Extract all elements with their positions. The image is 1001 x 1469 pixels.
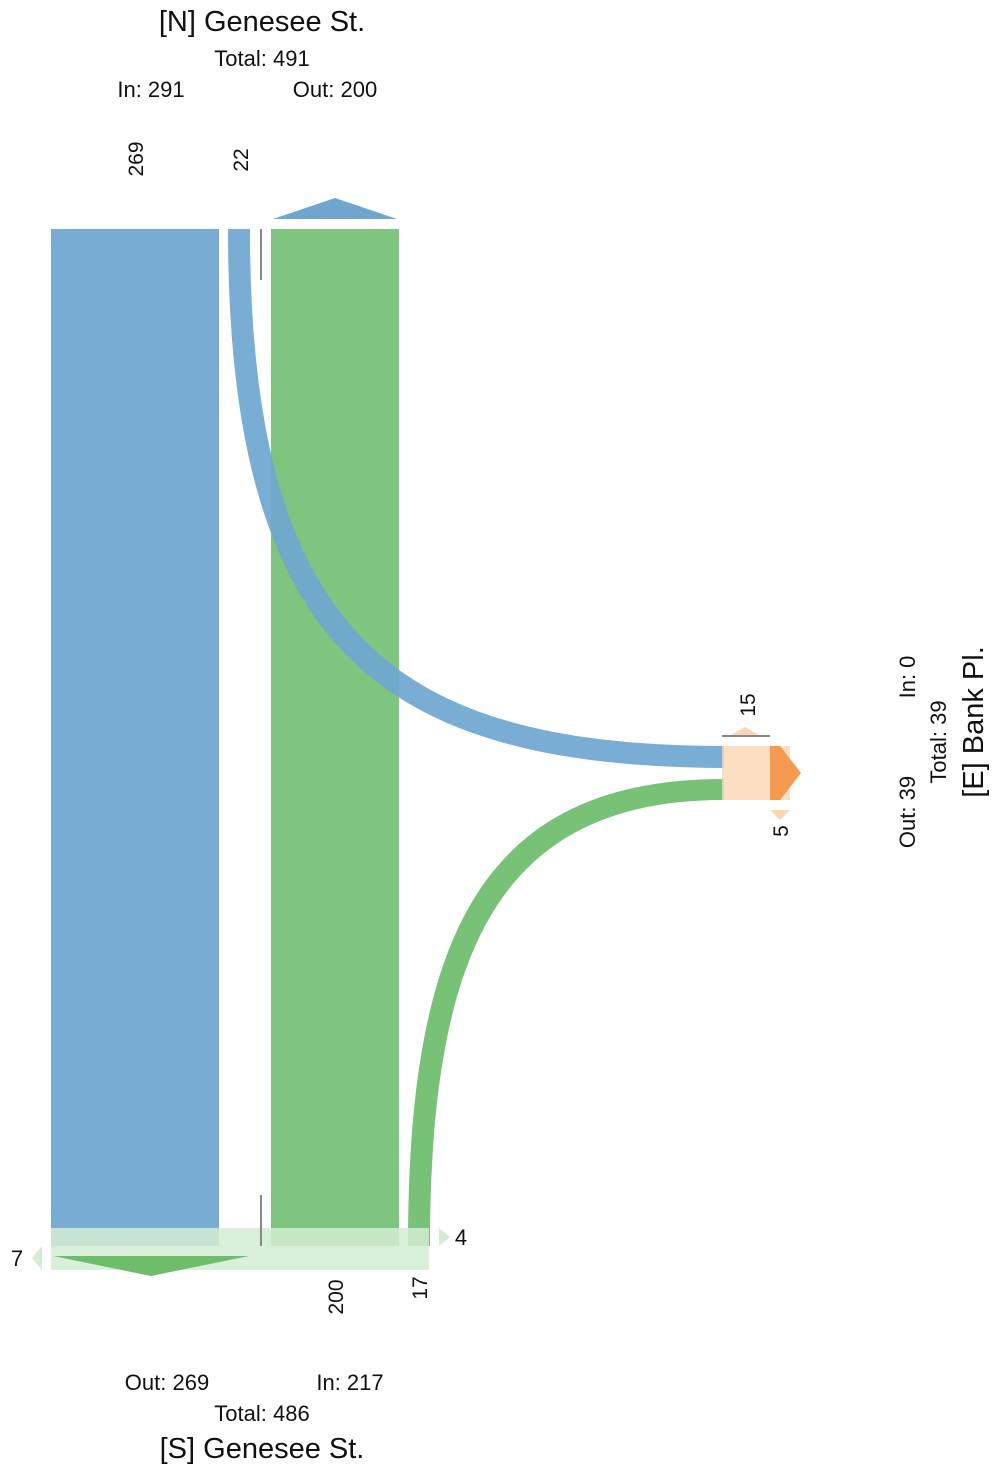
south-left-arrow: [32, 1246, 42, 1270]
ribbon-north-to-south: [51, 229, 219, 1246]
south-flow-through-label: 200: [325, 1279, 348, 1314]
south-total: Total: 486: [214, 1401, 309, 1426]
south-left-value: 7: [11, 1246, 23, 1271]
east-lower-arrow: [770, 810, 790, 820]
east-inbound-bar: [770, 746, 780, 800]
south-right-arrow: [439, 1228, 450, 1246]
east-in: In: 0: [895, 656, 920, 699]
east-out: Out: 39: [895, 776, 920, 848]
east-outbound-arrow: [780, 746, 801, 800]
north-out: Out: 200: [293, 77, 377, 102]
east-total: Total: 39: [926, 700, 951, 783]
south-approach-name: [S] Genesee St.: [160, 1433, 365, 1465]
ribbon-east-to-south: [408, 779, 724, 1246]
east-approach-name: [E] Bank Pl.: [958, 646, 990, 798]
north-approach-name: [N] Genesee St.: [159, 6, 365, 38]
south-in: In: 217: [316, 1370, 383, 1395]
east-upper-arrow: [728, 727, 762, 737]
north-flow-through-label: 269: [125, 141, 148, 176]
south-outbound-arrow: [53, 1256, 249, 1276]
ribbon-north-to-east: [228, 229, 724, 768]
north-outbound-arrow: [273, 198, 397, 219]
south-right-value: 4: [455, 1225, 467, 1250]
east-upper-value: 15: [737, 693, 760, 716]
south-out: Out: 269: [125, 1370, 209, 1395]
ribbon-south-to-north: [271, 229, 399, 1246]
north-total: Total: 491: [214, 46, 309, 71]
north-in: In: 291: [117, 77, 184, 102]
east-lower-value: 5: [770, 825, 793, 837]
north-flow-right-label: 22: [230, 148, 253, 171]
south-flow-left-label: 17: [409, 1276, 432, 1299]
